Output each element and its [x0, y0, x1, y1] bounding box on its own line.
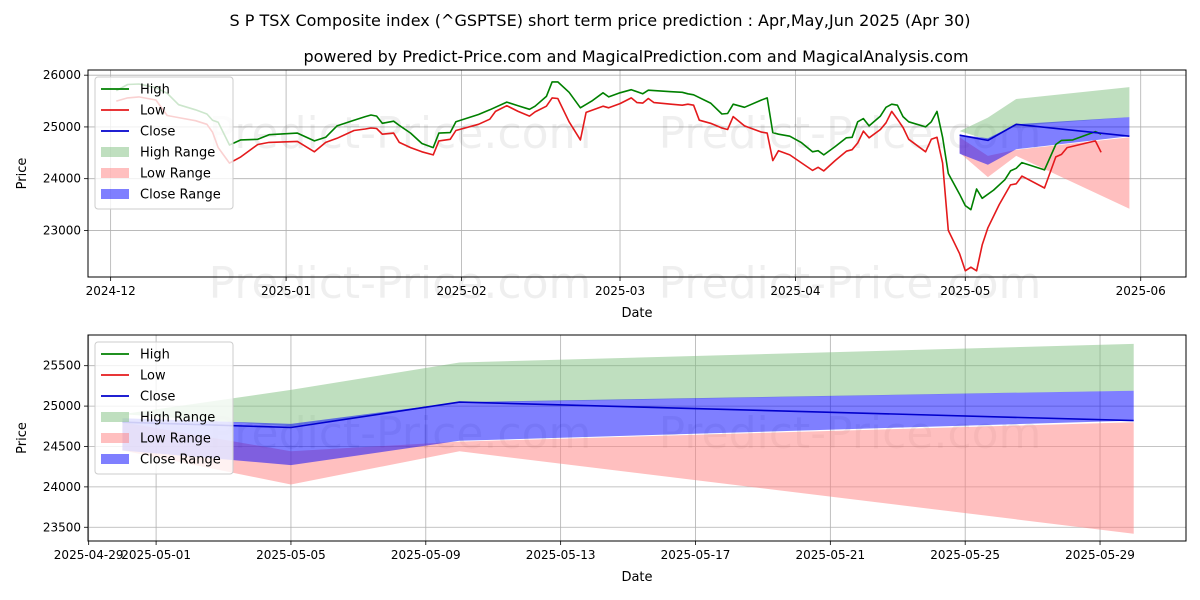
low-series-line: [116, 96, 1102, 272]
legend-box: [94, 76, 234, 210]
watermark: Predict-Price.com: [209, 258, 592, 309]
forecast-panel: Predict-Price.comPredict-Price.com2025-0…: [15, 334, 1187, 585]
legend-label-high: High: [140, 83, 170, 98]
legend-label-close-range: Close Range: [140, 453, 221, 468]
legend-label-low: Low: [140, 104, 166, 119]
high-range-band: [959, 87, 1130, 140]
y-tick-label: 24500: [43, 439, 81, 453]
chart-title: S P TSX Composite index (^GSPTSE) short …: [230, 11, 971, 30]
legend-label-close: Close: [140, 390, 175, 405]
x-tick-label: 2025-03: [595, 284, 645, 298]
x-tick-label: 2025-05-01: [121, 548, 191, 562]
y-tick-label: 23500: [43, 520, 81, 534]
legend: High Low Close High Range Low Range Close Ran…: [94, 76, 234, 210]
legend-swatch-high-range: [101, 147, 129, 157]
y-axis-label: Price: [15, 158, 30, 190]
legend-swatch-close-range: [101, 189, 129, 199]
high-range-band: [122, 343, 1134, 427]
close-range-band: [959, 117, 1130, 165]
y-tick-label: 26000: [43, 68, 81, 82]
close-series-line: [959, 123, 1130, 142]
legend: High Low Close High Range Low Range Close Ran…: [94, 341, 234, 475]
plot-area: [122, 343, 1134, 534]
close-range-band: [122, 390, 1134, 466]
plot-area: [115, 81, 1130, 272]
watermark: Predict-Price.com: [209, 108, 592, 159]
x-tick-label: 2025-05-13: [526, 548, 596, 562]
x-tick-label: 2025-05-09: [391, 548, 461, 562]
legend-label-high-range: High Range: [140, 146, 215, 161]
axes-frame: [87, 334, 1187, 542]
legend-label-high-range: High Range: [140, 411, 215, 426]
legend-label-high: High: [140, 348, 170, 363]
legend-label-low: Low: [140, 369, 166, 384]
x-tick-label: 2025-05-25: [930, 548, 1000, 562]
x-tick-label: 2025-04: [770, 284, 820, 298]
y-tick-label: 23000: [43, 223, 81, 237]
x-tick-label: 2025-05-29: [1065, 548, 1135, 562]
x-tick-label: 2025-06: [1116, 284, 1166, 298]
x-axis-label: Date: [621, 306, 652, 321]
overview-panel: Predict-Price.comPredict-Price.comPredic…: [15, 68, 1187, 321]
legend-label-low-range: Low Range: [140, 432, 211, 447]
legend-label-low-range: Low Range: [140, 167, 211, 182]
y-tick-label: 25000: [43, 120, 81, 134]
x-tick-label: 2025-04-29: [54, 548, 124, 562]
x-tick-label: 2025-05-05: [256, 548, 326, 562]
legend-swatch-close-range: [101, 454, 129, 464]
x-tick-label: 2025-05-21: [795, 548, 865, 562]
axes-frame: [87, 69, 1187, 278]
legend-swatch-high-range: [101, 412, 129, 422]
x-axis-label: Date: [621, 570, 652, 585]
x-tick-label: 2024-12: [86, 284, 136, 298]
legend-label-close-range: Close Range: [140, 188, 221, 203]
legend-swatch-low-range: [101, 433, 129, 443]
y-axis-label: Price: [15, 422, 30, 454]
x-tick-label: 2025-01: [261, 284, 311, 298]
legend-box: [94, 341, 234, 475]
y-tick-label: 25500: [43, 359, 81, 373]
x-tick-label: 2025-02: [436, 284, 486, 298]
high-series-line: [115, 81, 1102, 211]
x-tick-label: 2025-05: [940, 284, 990, 298]
chart-subtitle: powered by Predict-Price.com and Magical…: [303, 47, 968, 66]
y-tick-label: 25000: [43, 399, 81, 413]
legend-swatch-low-range: [101, 168, 129, 178]
y-tick-label: 24000: [43, 172, 81, 186]
x-tick-label: 2025-05-17: [661, 548, 731, 562]
legend-label-close: Close: [140, 125, 175, 140]
y-tick-label: 24000: [43, 480, 81, 494]
